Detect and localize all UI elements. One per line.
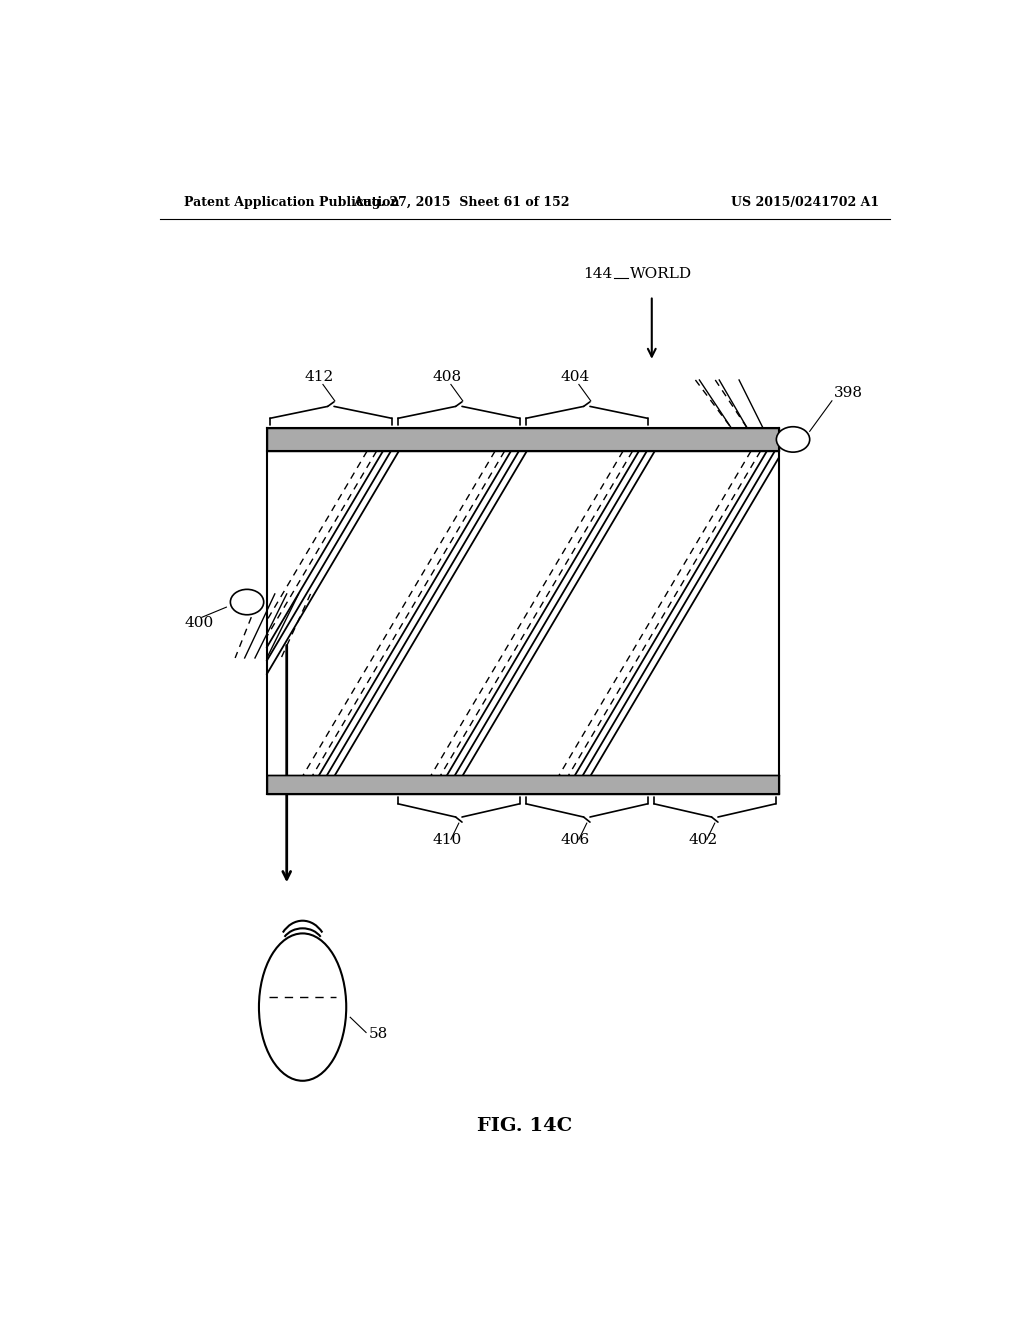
Bar xyxy=(267,775,778,793)
Text: 58: 58 xyxy=(369,1027,388,1040)
Text: US 2015/0241702 A1: US 2015/0241702 A1 xyxy=(731,195,880,209)
Text: 406: 406 xyxy=(560,833,590,847)
Text: 402: 402 xyxy=(688,833,718,847)
Text: 408: 408 xyxy=(432,370,462,384)
Text: FIG. 14C: FIG. 14C xyxy=(477,1117,572,1135)
Text: 404: 404 xyxy=(560,370,590,384)
Bar xyxy=(267,428,778,451)
Text: 412: 412 xyxy=(304,370,334,384)
Text: Aug. 27, 2015  Sheet 61 of 152: Aug. 27, 2015 Sheet 61 of 152 xyxy=(353,195,569,209)
Ellipse shape xyxy=(230,589,264,615)
Ellipse shape xyxy=(259,933,346,1081)
Text: Patent Application Publication: Patent Application Publication xyxy=(183,195,399,209)
Text: 144: 144 xyxy=(583,268,612,281)
Text: 410: 410 xyxy=(432,833,462,847)
Ellipse shape xyxy=(776,426,810,453)
Text: 398: 398 xyxy=(834,385,862,400)
Text: 400: 400 xyxy=(184,616,214,631)
Text: WORLD: WORLD xyxy=(631,268,692,281)
